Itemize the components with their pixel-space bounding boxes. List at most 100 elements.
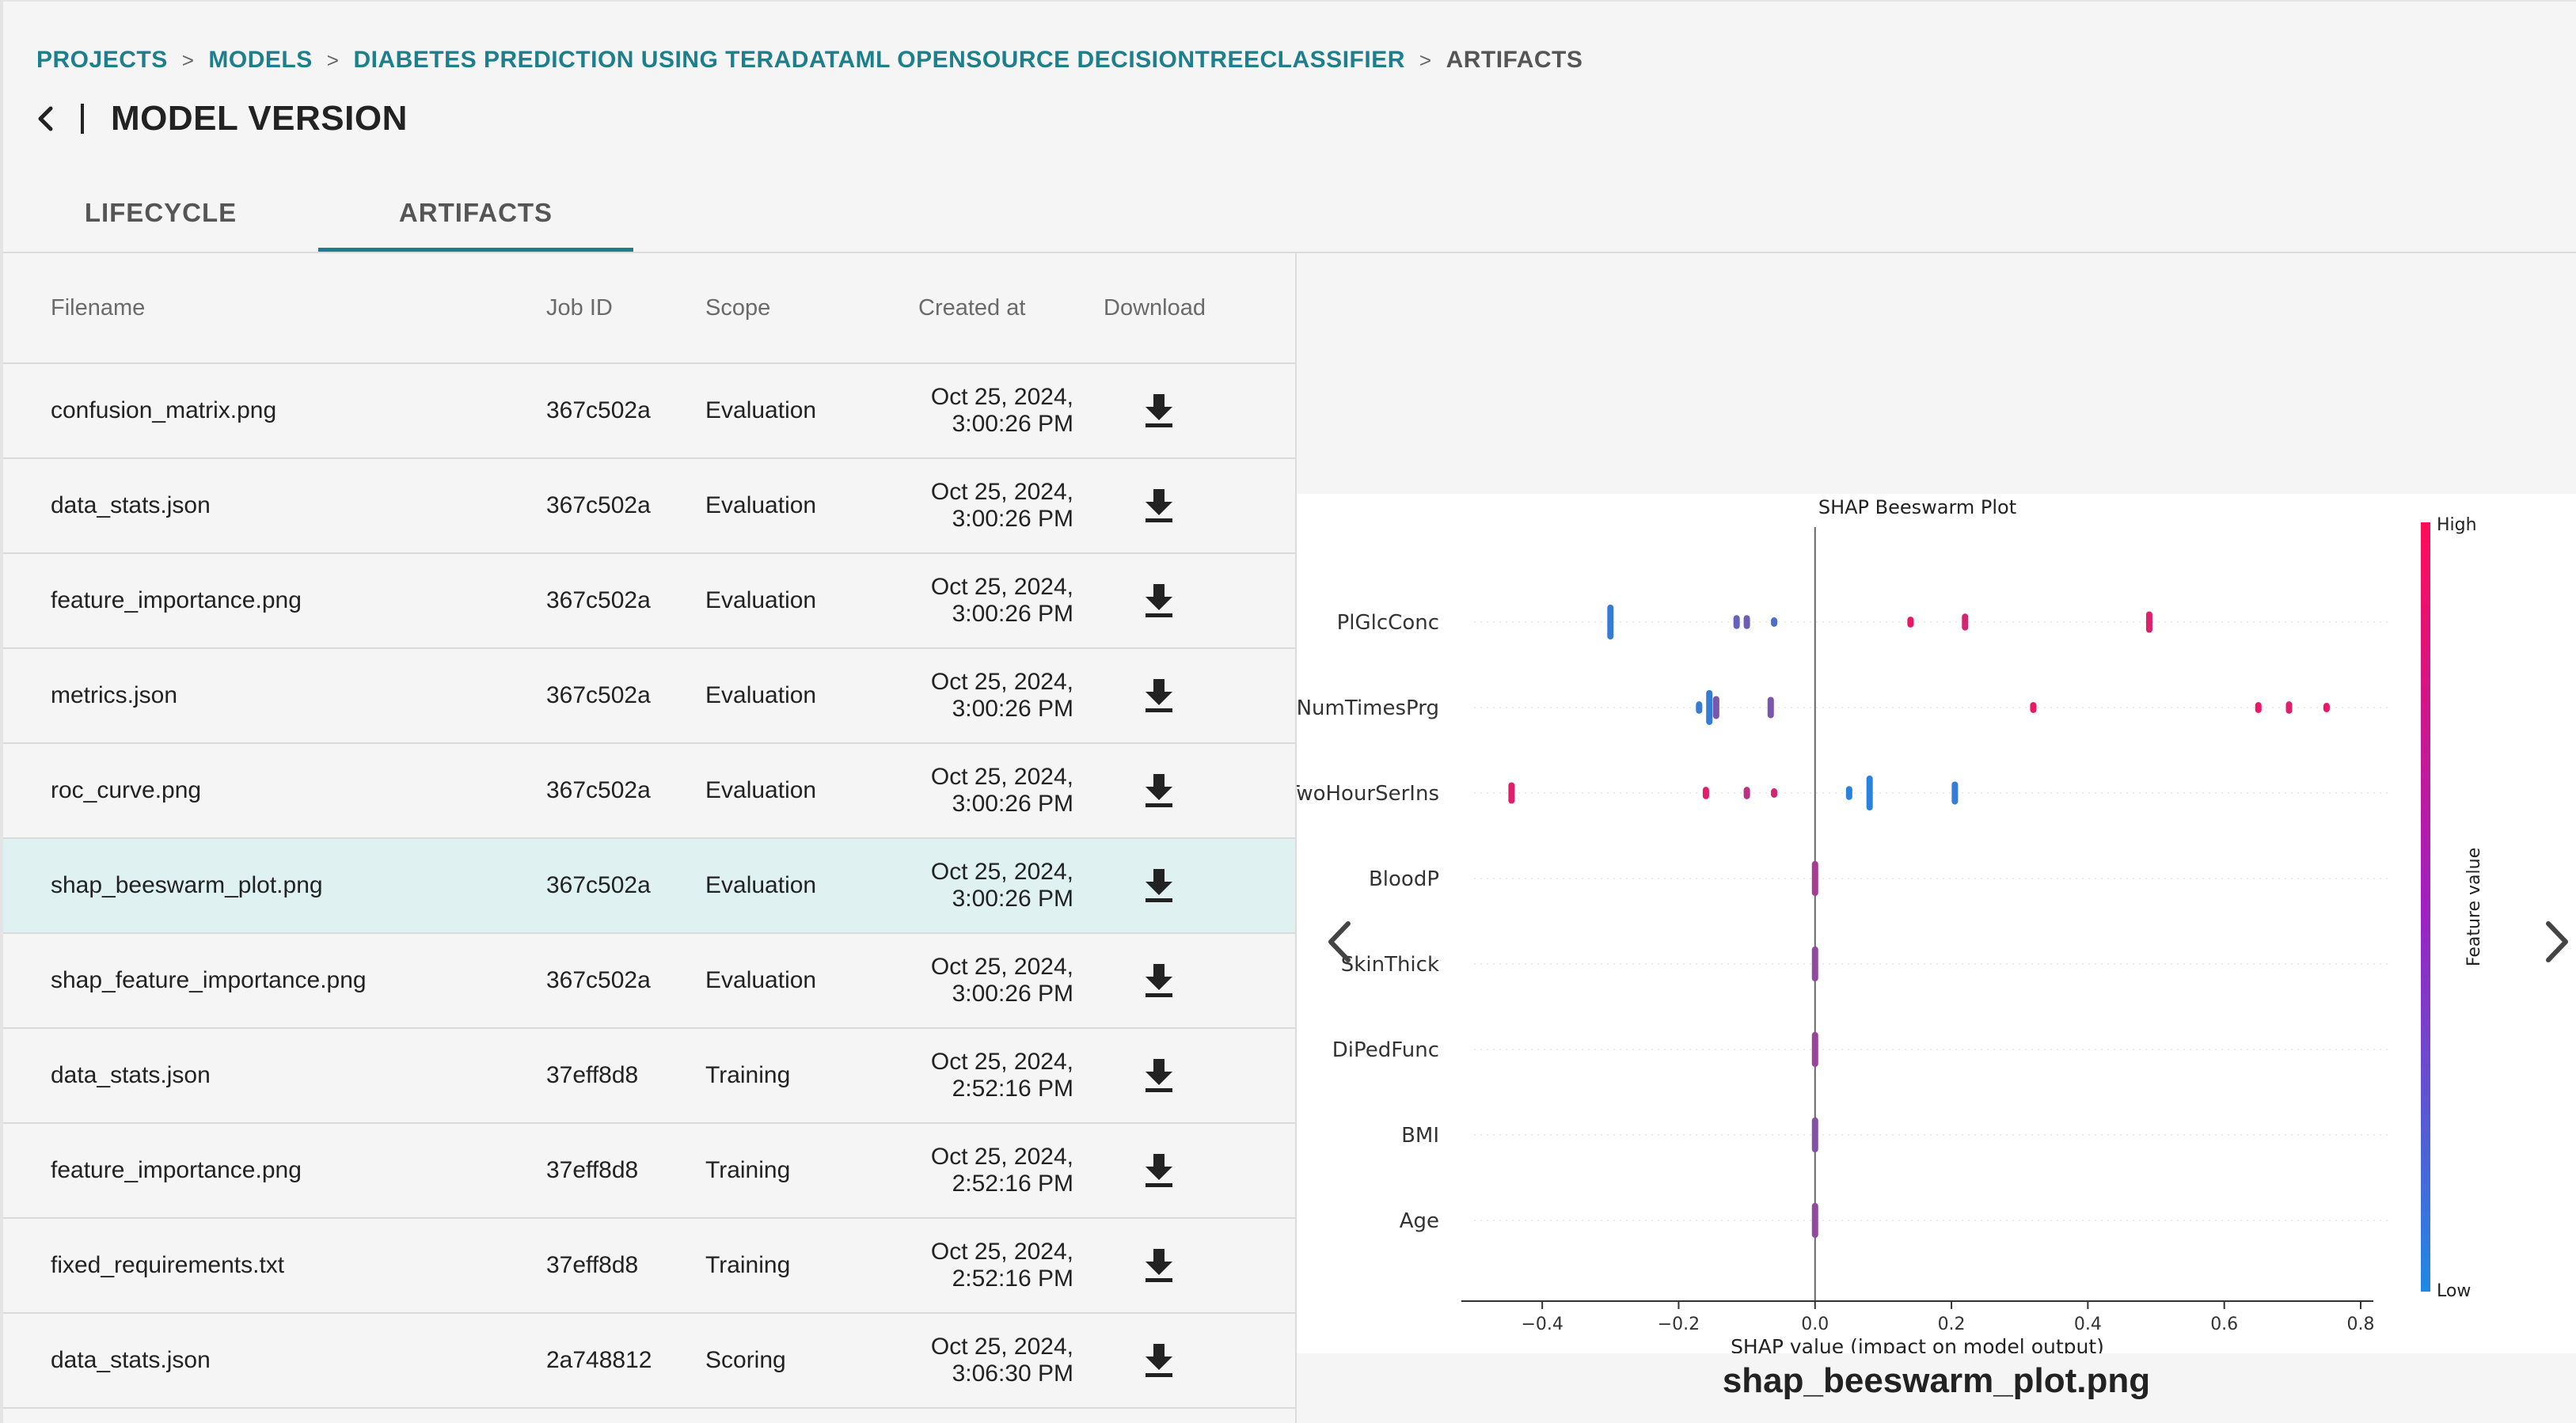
feature-label: PlGlcConc [1337, 611, 1439, 635]
download-button[interactable] [1137, 387, 1181, 434]
artifact-preview: SHAP Beeswarm Plot PlGlcConc NumTimesPrg Tw… [1297, 253, 2576, 1423]
created-date: Oct 25, 2024, [930, 479, 1073, 505]
title-divider [81, 104, 84, 134]
created-time: 3:00:26 PM [952, 696, 1073, 722]
created-date: Oct 25, 2024, [930, 574, 1073, 600]
tab-divider [3, 252, 2576, 253]
beeswarm-point [2285, 701, 2293, 714]
download-button[interactable] [1137, 1337, 1181, 1384]
cell-download [1119, 1124, 1199, 1217]
chevron-left-icon [1328, 921, 1351, 962]
cell-created-at: Oct 25, 2024, 3:00:26 PM [898, 649, 1073, 742]
cell-scope: Training [705, 1252, 791, 1278]
download-button[interactable] [1137, 577, 1181, 624]
beeswarm-point [1907, 617, 1914, 628]
download-button[interactable] [1137, 672, 1181, 719]
table-row[interactable]: feature_importance.png 367c502a Evaluation… [3, 554, 1295, 649]
created-time: 2:52:16 PM [952, 1266, 1073, 1292]
table-row[interactable]: feature_importance.png 37eff8d8 Training Oc… [3, 1124, 1295, 1219]
feature-label: BloodP [1369, 867, 1439, 891]
breadcrumb-current: ARTIFACTS [1446, 47, 1583, 73]
table-row[interactable]: data_stats.json 367c502a Evaluation Oct 25,… [3, 459, 1295, 554]
table-row[interactable]: fixed_requirements.txt 37eff8d8 Training Oc… [3, 1219, 1295, 1314]
cell-download [1119, 459, 1199, 552]
x-tick-label: 0.4 [2074, 1315, 2102, 1334]
created-time: 2:52:16 PM [952, 1076, 1073, 1102]
beeswarm-point [1733, 615, 1740, 629]
download-button[interactable] [1137, 1052, 1181, 1099]
beeswarm-point [1743, 615, 1750, 629]
breadcrumb-models[interactable]: MODELS [208, 47, 313, 73]
download-button[interactable] [1137, 1147, 1181, 1194]
cell-scope: Evaluation [705, 777, 817, 803]
download-icon [1146, 774, 1172, 807]
beeswarm-point [1767, 696, 1774, 719]
download-button[interactable] [1137, 862, 1181, 909]
download-button[interactable] [1137, 482, 1181, 529]
download-button[interactable] [1137, 1242, 1181, 1289]
table-row[interactable]: shap_feature_importance.png 367c502a Evalu… [3, 934, 1295, 1029]
created-time: 3:00:26 PM [952, 601, 1073, 627]
column-header-created-at[interactable]: Created at [918, 294, 1026, 321]
beeswarm-point [1845, 786, 1852, 800]
tab-lifecycle[interactable]: LIFECYCLE [84, 198, 237, 227]
prev-artifact-button[interactable] [1316, 910, 1363, 973]
table-row[interactable]: confusion_matrix.png 367c502a Evaluation Oc… [3, 364, 1295, 459]
colorbar-high-label: High [2437, 515, 2477, 535]
cell-created-at: Oct 25, 2024, 3:00:26 PM [898, 554, 1073, 647]
breadcrumb-projects[interactable]: PROJECTS [36, 47, 168, 73]
download-icon [1146, 1249, 1172, 1282]
cell-created-at: Oct 25, 2024, 3:00:26 PM [898, 459, 1073, 552]
back-button[interactable] [32, 100, 59, 138]
beeswarm-point [1951, 781, 1959, 805]
cell-download [1119, 364, 1199, 457]
cell-scope: Training [705, 1062, 791, 1088]
table-row[interactable]: roc_curve.png 367c502a Evaluation Oct 25, 2… [3, 744, 1295, 839]
cell-job-id: 2a748812 [546, 1347, 652, 1373]
feature-label: Age [1400, 1209, 1439, 1233]
beeswarm-point [2145, 611, 2152, 633]
beeswarm-point [2323, 703, 2330, 712]
cell-job-id: 367c502a [546, 682, 651, 708]
download-button[interactable] [1137, 957, 1181, 1004]
beeswarm-point [1771, 788, 1778, 798]
cell-download [1119, 934, 1199, 1027]
column-header-scope[interactable]: Scope [705, 294, 771, 321]
download-button[interactable] [1137, 767, 1181, 814]
cell-download [1119, 554, 1199, 647]
next-artifact-button[interactable] [2533, 910, 2576, 973]
beeswarm-point [1696, 701, 1703, 714]
x-tick-label: 0.0 [1801, 1315, 1829, 1334]
column-header-download: Download [1104, 294, 1206, 321]
created-date: Oct 25, 2024, [930, 1239, 1073, 1265]
table-row[interactable]: metrics.json 367c502a Evaluation Oct 25, 20… [3, 649, 1295, 744]
cell-job-id: 367c502a [546, 967, 651, 993]
table-row[interactable]: data_stats.json 2a748812 Scoring Oct 25, 20… [3, 1314, 1295, 1409]
cell-scope: Evaluation [705, 492, 817, 518]
beeswarm-point [1712, 696, 1719, 719]
table-row[interactable]: data_stats.json 37eff8d8 Training Oct 25, 2… [3, 1029, 1295, 1124]
download-icon [1146, 489, 1172, 522]
x-tick-label: −0.4 [1521, 1315, 1563, 1334]
table-row[interactable]: shap_beeswarm_plot.png 367c502a Evaluation… [3, 839, 1295, 934]
created-time: 2:52:16 PM [952, 1171, 1073, 1197]
cell-scope: Evaluation [705, 967, 817, 993]
cell-filename: fixed_requirements.txt [51, 1252, 285, 1278]
cell-filename: confusion_matrix.png [51, 397, 277, 423]
created-date: Oct 25, 2024, [930, 1144, 1073, 1170]
column-header-filename[interactable]: Filename [51, 294, 146, 321]
beeswarm-point [2255, 702, 2262, 713]
tab-artifacts[interactable]: ARTIFACTS [318, 174, 633, 252]
cell-filename: feature_importance.png [51, 587, 302, 613]
x-tick-label: −0.2 [1658, 1315, 1700, 1334]
created-date: Oct 25, 2024, [930, 1334, 1073, 1360]
cell-created-at: Oct 25, 2024, 2:52:16 PM [898, 1029, 1073, 1122]
x-tick-label: 0.6 [2210, 1315, 2238, 1334]
beeswarm-point [2030, 702, 2037, 713]
breadcrumb-model[interactable]: DIABETES PREDICTION USING TERADATAML OPE… [353, 47, 1405, 73]
download-icon [1146, 1059, 1172, 1092]
column-header-job-id[interactable]: Job ID [546, 294, 613, 321]
download-icon [1146, 394, 1172, 427]
cell-scope: Evaluation [705, 397, 817, 423]
cell-created-at: Oct 25, 2024, 3:00:26 PM [898, 744, 1073, 837]
